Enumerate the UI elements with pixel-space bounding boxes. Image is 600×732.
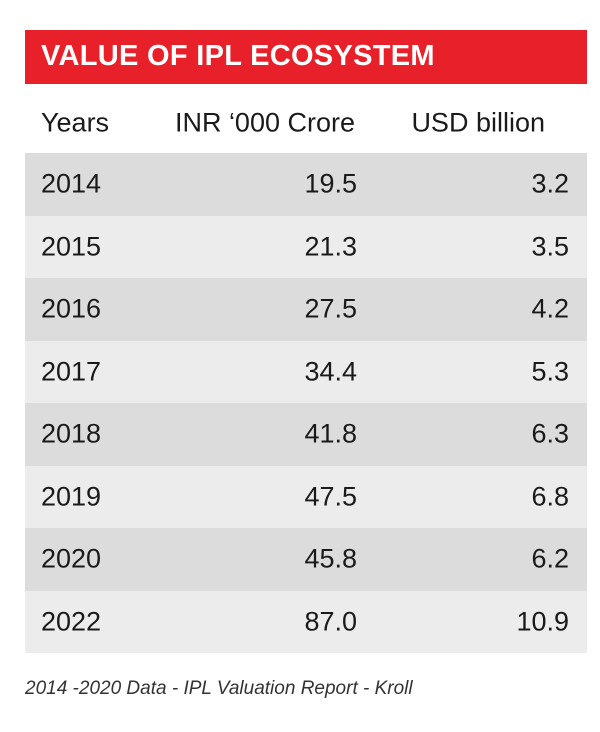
table-row: 2015 21.3 3.5 — [25, 215, 587, 278]
inr-cell: 34.4 — [304, 356, 357, 387]
year-cell: 2019 — [41, 481, 102, 512]
year-cell: 2017 — [41, 356, 102, 387]
header-years: Years — [41, 107, 110, 137]
table-row: 2022 87.0 10.9 — [25, 590, 587, 653]
table-body: 2014 19.5 3.2 2015 21.3 3.5 2016 27.5 4.2 2017 34.… — [25, 153, 587, 653]
table-row: 2019 47.5 6.8 — [25, 465, 587, 528]
usd-cell: 6.3 — [531, 418, 569, 449]
header-usd: USD billion — [411, 107, 545, 137]
usd-cell: 3.5 — [531, 231, 569, 262]
usd-cell: 10.9 — [516, 606, 569, 637]
usd-cell: 5.3 — [531, 356, 569, 387]
table-row: 2014 19.5 3.2 — [25, 153, 587, 216]
year-cell: 2014 — [41, 168, 102, 199]
inr-cell: 41.8 — [304, 418, 357, 449]
table-title: VALUE OF IPL ECOSYSTEM — [41, 40, 435, 72]
year-cell: 2016 — [41, 293, 102, 324]
table-header: Years INR ‘000 Crore USD billion — [25, 95, 587, 150]
table-row: 2018 41.8 6.3 — [25, 403, 587, 466]
usd-cell: 3.2 — [531, 168, 569, 199]
inr-cell: 47.5 — [304, 481, 357, 512]
header-inr: INR ‘000 Crore — [174, 107, 355, 137]
inr-cell: 21.3 — [304, 231, 357, 262]
year-cell: 2015 — [41, 231, 102, 262]
year-cell: 2020 — [41, 543, 102, 574]
inr-cell: 19.5 — [304, 168, 357, 199]
usd-cell: 6.2 — [531, 543, 569, 574]
table-row: 2017 34.4 5.3 — [25, 340, 587, 403]
year-cell: 2018 — [41, 418, 102, 449]
table-row: 2020 45.8 6.2 — [25, 528, 587, 591]
year-cell: 2022 — [41, 606, 102, 637]
inr-cell: 87.0 — [304, 606, 357, 637]
usd-cell: 6.8 — [531, 481, 569, 512]
footnote: 2014 -2020 Data - IPL Valuation Report -… — [25, 678, 413, 699]
usd-cell: 4.2 — [531, 293, 569, 324]
inr-cell: 27.5 — [304, 293, 357, 324]
table-row: 2016 27.5 4.2 — [25, 278, 587, 341]
title-banner: VALUE OF IPL ECOSYSTEM — [25, 30, 587, 84]
inr-cell: 45.8 — [304, 543, 357, 574]
